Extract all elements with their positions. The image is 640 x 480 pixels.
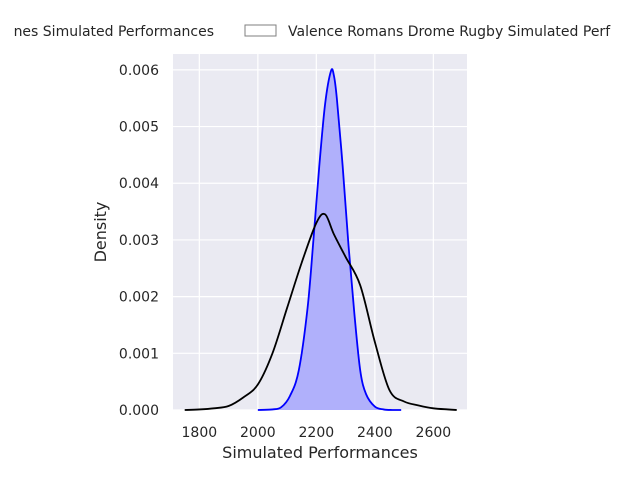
series-2-fill-area	[257, 69, 402, 411]
legend-entry-2-swatch	[244, 24, 277, 37]
y-tick-label: 0.000	[119, 403, 159, 419]
x-tick-label: 2600	[416, 425, 452, 441]
y-tick-label: 0.001	[119, 346, 159, 362]
series-1-density-line	[184, 212, 457, 411]
x-tick-label: 2000	[240, 425, 276, 441]
y-tick-label: 0.003	[119, 233, 159, 249]
x-tick-label: 2400	[357, 425, 393, 441]
y-axis-ticks: 0.000 0.001 0.002 0.003 0.004 0.005 0.006	[119, 63, 159, 419]
legend-entry-1-label: nes Simulated Performances	[14, 24, 214, 40]
y-axis-label: Density	[91, 202, 110, 263]
y-tick-label: 0.005	[119, 120, 159, 136]
legend: nes Simulated Performances Valence Roman…	[14, 24, 612, 40]
series-2-density-line	[257, 68, 402, 411]
y-tick-label: 0.006	[119, 63, 159, 79]
x-tick-label: 1800	[182, 425, 218, 441]
x-axis-ticks: 1800 2000 2200 2400 2600	[182, 425, 452, 441]
series-layer	[184, 68, 457, 411]
y-tick-label: 0.004	[119, 176, 159, 192]
y-tick-label: 0.002	[119, 290, 159, 306]
x-axis-label: Simulated Performances	[222, 443, 418, 462]
x-tick-label: 2200	[299, 425, 335, 441]
legend-entry-2-label: Valence Romans Drome Rugby Simulated Per…	[288, 24, 611, 40]
